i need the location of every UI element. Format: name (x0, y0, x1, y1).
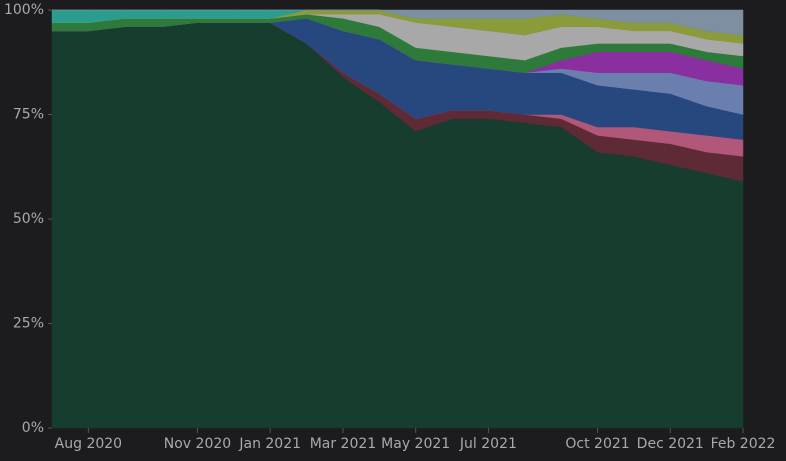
x-tick-label: Jan 2021 (238, 436, 301, 452)
x-tick-label: Oct 2021 (565, 436, 629, 452)
x-tick-label: Dec 2021 (637, 436, 704, 452)
y-tick-label: 100% (4, 2, 44, 18)
x-tick-label: May 2021 (381, 436, 450, 452)
x-tick-label: Nov 2020 (164, 436, 231, 452)
x-tick-label: Mar 2021 (310, 436, 377, 452)
x-tick-label: Aug 2020 (55, 436, 122, 452)
x-tick-label: Jul 2021 (459, 436, 517, 452)
y-tick-label: 25% (13, 316, 44, 332)
x-tick-label: Feb 2022 (711, 436, 776, 452)
y-tick-label: 50% (13, 211, 44, 227)
y-tick-label: 75% (13, 107, 44, 123)
y-tick-label: 0% (22, 420, 44, 436)
area (52, 9, 744, 36)
